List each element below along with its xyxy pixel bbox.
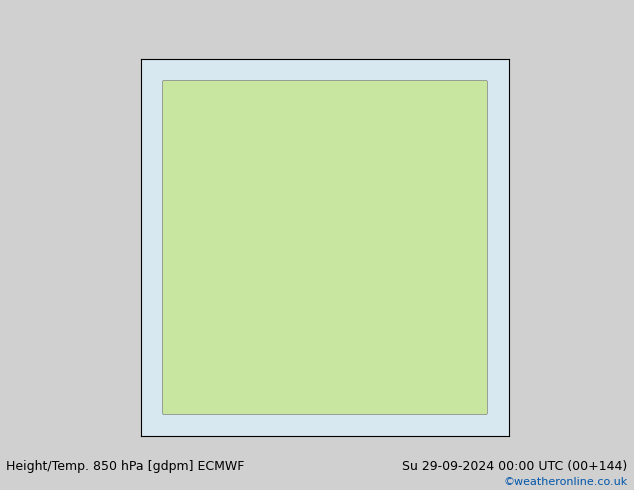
- Text: ©weatheronline.co.uk: ©weatheronline.co.uk: [503, 477, 628, 487]
- Text: Su 29-09-2024 00:00 UTC (00+144): Su 29-09-2024 00:00 UTC (00+144): [403, 461, 628, 473]
- FancyBboxPatch shape: [162, 80, 488, 415]
- Text: Height/Temp. 850 hPa [gdpm] ECMWF: Height/Temp. 850 hPa [gdpm] ECMWF: [6, 461, 245, 473]
